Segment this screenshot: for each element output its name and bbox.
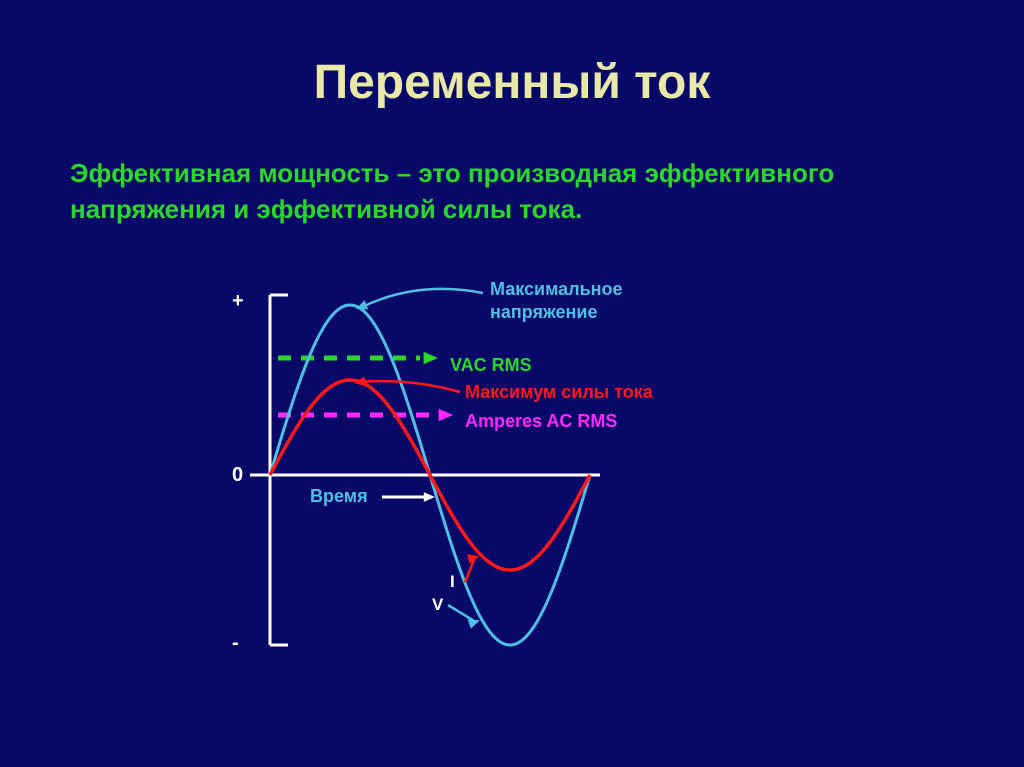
i-label: I [450, 572, 455, 592]
v-label: V [432, 595, 443, 615]
ac-waveform-chart: + 0 - Максимальноенапряжение VAC RMS Мак… [210, 270, 810, 690]
time-label: Время [310, 486, 368, 507]
amperes-rms-label: Amperes AC RMS [465, 411, 617, 432]
chart-svg [210, 270, 810, 690]
axis-minus-label: - [232, 632, 239, 655]
max-current-label: Максимум силы тока [465, 382, 653, 403]
subtitle-text: Эффективная мощность – это производная э… [70, 155, 954, 228]
vac-rms-label: VAC RMS [450, 355, 532, 376]
page-title: Переменный ток [0, 55, 1024, 110]
axis-zero-label: 0 [232, 464, 243, 487]
max-voltage-label: Максимальноенапряжение [490, 278, 623, 323]
axis-plus-label: + [232, 290, 244, 313]
